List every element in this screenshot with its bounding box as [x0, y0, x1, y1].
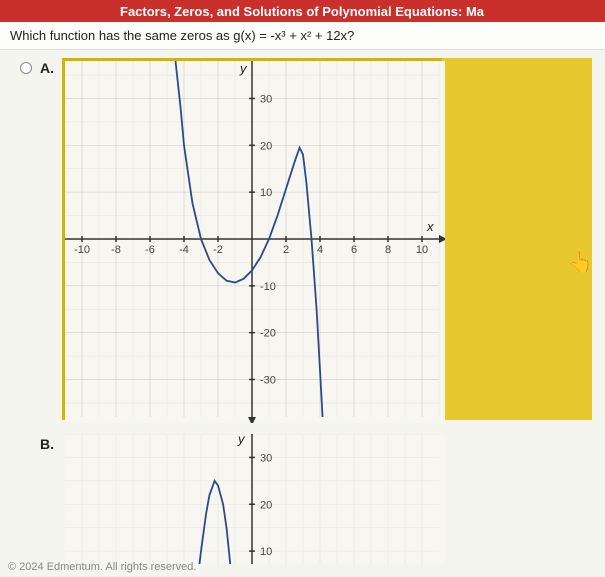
option-b-row[interactable]: B. y 10 20 30	[20, 434, 595, 564]
graph-a: -10 -8 -6 -4 -2 2 4 6 8 10 -30 -20 -10 10 20 30 y x	[62, 58, 562, 428]
svg-text:-8: -8	[111, 244, 121, 256]
option-b-label: B.	[40, 436, 54, 452]
copyright-footer: © 2024 Edmentum. All rights reserved.	[8, 561, 196, 573]
svg-text:10: 10	[260, 546, 272, 558]
svg-text:-20: -20	[260, 328, 276, 340]
lesson-banner: Factors, Zeros, and Solutions of Polynom…	[0, 0, 605, 22]
svg-text:10: 10	[260, 187, 272, 199]
svg-text:30: 30	[260, 452, 272, 464]
option-a-row[interactable]: A. -10 -8 -6 -4 -2 2 4 6 8 10 -30 -20 -10 10 20 30 y x	[20, 58, 595, 428]
svg-text:20: 20	[260, 140, 272, 152]
banner-title: Factors, Zeros, and Solutions of Polynom…	[120, 4, 484, 19]
svg-text:y: y	[237, 434, 246, 446]
option-a-label: A.	[40, 60, 54, 76]
svg-text:4: 4	[317, 244, 323, 256]
options-area: A. -10 -8 -6 -4 -2 2 4 6 8 10 -30 -20 -10 10 20 30 y x B.…	[0, 50, 605, 566]
svg-text:10: 10	[416, 244, 428, 256]
graph-a-svg: -10 -8 -6 -4 -2 2 4 6 8 10 -30 -20 -10 10 20 30 y x	[65, 61, 445, 423]
svg-text:x: x	[426, 219, 434, 234]
svg-text:8: 8	[385, 244, 391, 256]
svg-text:-10: -10	[74, 244, 90, 256]
svg-text:-6: -6	[145, 244, 155, 256]
svg-text:2: 2	[283, 244, 289, 256]
svg-text:-4: -4	[179, 244, 189, 256]
svg-text:y: y	[239, 61, 248, 76]
cursor-icon: 👆	[568, 250, 593, 275]
question-text: Which function has the same zeros as g(x…	[0, 22, 605, 50]
radio-a[interactable]	[20, 62, 32, 74]
svg-text:30: 30	[260, 93, 272, 105]
graph-b: y 10 20 30	[62, 434, 562, 564]
svg-text:6: 6	[351, 244, 357, 256]
graph-b-svg: y 10 20 30	[65, 434, 445, 564]
svg-text:20: 20	[260, 499, 272, 511]
svg-text:-10: -10	[260, 281, 276, 293]
graph-a-yellow-side	[442, 58, 592, 420]
svg-text:-2: -2	[213, 244, 223, 256]
svg-text:-30: -30	[260, 375, 276, 387]
